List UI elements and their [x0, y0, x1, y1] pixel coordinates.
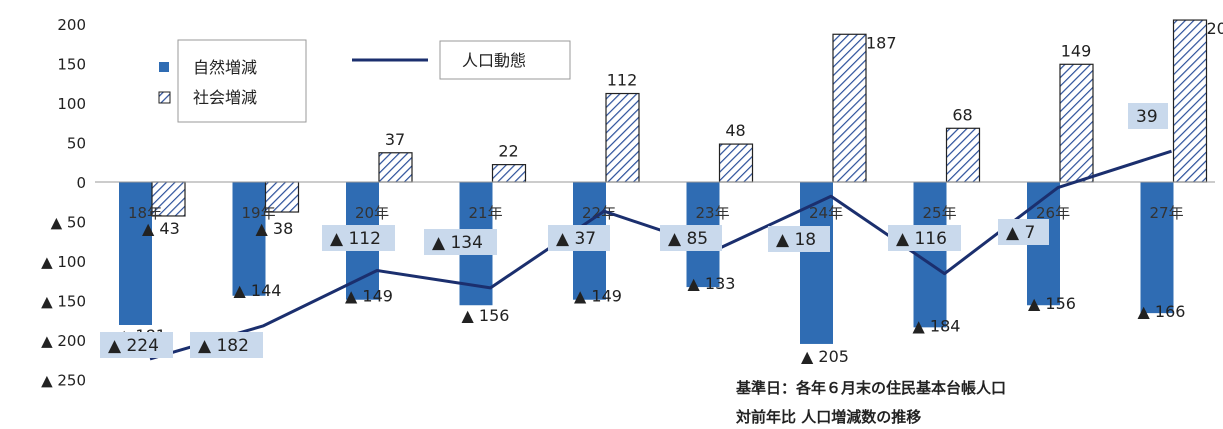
x-tick-label: 26年: [1036, 204, 1070, 222]
data-label-population: ▲ 18: [776, 230, 816, 250]
data-label-population: ▲ 182: [198, 336, 249, 356]
data-label-natural: ▲ 205: [801, 347, 849, 366]
data-label-social: 22: [498, 142, 518, 161]
data-label-social: 68: [952, 105, 972, 124]
y-tick-label: 100: [57, 95, 86, 113]
data-label-population: ▲ 134: [432, 233, 483, 253]
data-label-bg-population: [424, 229, 497, 255]
data-label-natural: ▲ 133: [688, 274, 736, 293]
note-subtitle: 対前年比 人口増減数の推移: [736, 408, 922, 426]
y-tick-label: 0: [76, 174, 86, 192]
y-tick-label: 50: [67, 135, 86, 153]
note-base-date: 基準日：各年６月末の住民基本台帳人口: [736, 379, 1007, 397]
y-tick-label: 150: [57, 56, 86, 74]
legend-label-social: 社会増減: [193, 88, 257, 107]
x-tick-label: 19年: [242, 204, 276, 222]
data-label-social: 112: [607, 71, 638, 90]
data-label-social: 149: [1061, 41, 1092, 60]
data-label-social: 37: [385, 130, 405, 149]
legend-label-line: 人口動態: [462, 51, 526, 70]
data-label-bg-population: [1128, 103, 1168, 129]
bar-social: [378, 152, 413, 183]
data-label-population: ▲ 116: [896, 229, 947, 249]
data-label-population: ▲ 112: [330, 229, 381, 249]
bar-social: [1172, 19, 1208, 183]
data-label-bg-population: [888, 225, 961, 251]
legend: 自然増減 社会増減 人口動態: [158, 39, 571, 123]
bar-layer: [119, 19, 1208, 344]
data-label-bg-population: [768, 226, 830, 252]
x-tick-label: 21年: [469, 204, 503, 222]
y-tick-label: 200: [57, 16, 86, 34]
label-layer: ▲ 181▲ 144▲ 149▲ 156▲ 149▲ 133▲ 205▲ 184…: [100, 19, 1223, 366]
bar-social: [832, 33, 867, 183]
data-label-population: ▲ 7: [1006, 223, 1035, 243]
bar-social: [491, 164, 527, 183]
data-label-bg-population: [998, 219, 1049, 245]
data-label-natural: ▲ 166: [1138, 302, 1186, 321]
y-tick-label: ▲ 150: [41, 293, 86, 311]
legend-swatch-natural: [159, 62, 169, 72]
data-label-population: 39: [1136, 107, 1158, 127]
bar-natural: [232, 182, 266, 296]
data-label-bg-population: [190, 332, 263, 358]
data-label-social: 187: [866, 33, 897, 52]
axis-layer: 200 150 100 50 0 ▲ 50 ▲ 100 ▲ 150 ▲ 200 ▲ 250 18年 1…: [41, 16, 1215, 390]
data-label-natural: ▲ 156: [1028, 294, 1076, 313]
bar-social: [718, 143, 754, 183]
data-label-social: ▲ 43: [142, 219, 180, 238]
data-label-natural: ▲ 144: [234, 281, 282, 300]
y-tick-label: ▲ 250: [41, 372, 86, 390]
bar-natural: [1140, 182, 1174, 314]
bar-social: [264, 181, 300, 213]
data-label-natural: ▲ 149: [345, 287, 393, 306]
bar-social: [1059, 63, 1094, 183]
y-tick-label: ▲ 100: [41, 253, 86, 271]
data-label-social: 205: [1207, 19, 1223, 38]
data-label-natural: ▲ 156: [462, 306, 510, 325]
x-tick-label: 20年: [355, 204, 389, 222]
data-label-population: ▲ 37: [556, 229, 596, 249]
y-tick-label: ▲ 200: [41, 332, 86, 350]
bar-natural: [119, 182, 152, 325]
data-label-bg-population: [100, 332, 173, 358]
bar-social: [605, 92, 640, 183]
legend-box-line: [439, 40, 571, 80]
legend-label-natural: 自然増減: [193, 58, 257, 77]
x-tick-label: 18年: [128, 204, 162, 222]
bar-social: [151, 181, 186, 217]
legend-box-bars: [177, 39, 307, 123]
data-label-population: ▲ 224: [108, 336, 159, 356]
x-tick-label: 24年: [809, 204, 843, 222]
bar-social: [945, 127, 981, 183]
data-label-bg-population: [322, 225, 395, 251]
data-label-bg-population: [548, 225, 610, 251]
x-tick-label: 27年: [1150, 204, 1184, 222]
data-label-natural: ▲ 149: [574, 287, 622, 306]
x-tick-label: 25年: [923, 204, 957, 222]
data-label-bg-population: [660, 225, 722, 251]
data-label-social: 48: [725, 121, 745, 140]
data-label-social: ▲ 38: [256, 219, 294, 238]
data-label-population: ▲ 85: [668, 229, 708, 249]
x-tick-label: 23年: [696, 204, 730, 222]
legend-swatch-social: [158, 91, 171, 104]
data-label-natural: ▲ 184: [913, 316, 961, 335]
y-tick-label: ▲ 50: [51, 214, 86, 232]
